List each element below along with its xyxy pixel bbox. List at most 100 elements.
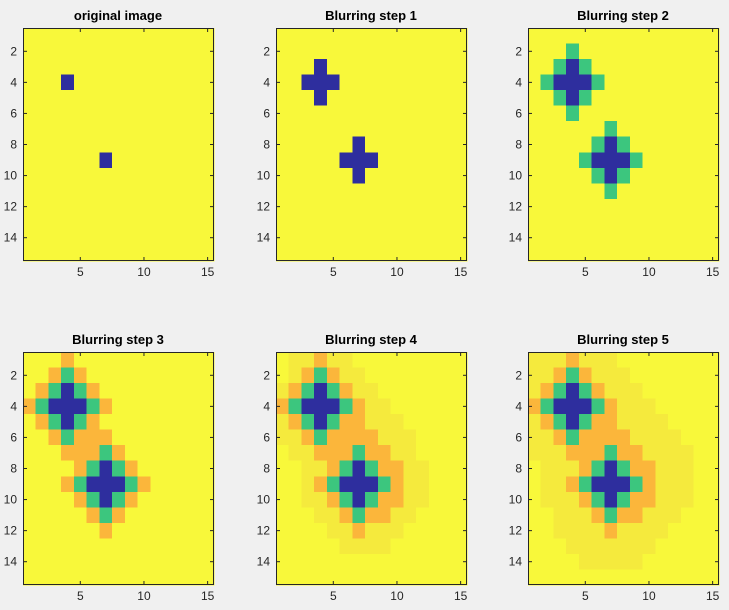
heatmap-cell xyxy=(604,59,618,75)
heatmap-cell xyxy=(288,352,302,368)
heatmap-cell xyxy=(188,59,202,75)
heatmap-cell xyxy=(175,74,189,91)
heatmap-cell xyxy=(642,90,656,107)
heatmap-cell xyxy=(112,383,126,399)
heatmap-cell xyxy=(23,59,37,75)
heatmap-cell xyxy=(99,569,113,586)
heatmap-cell xyxy=(276,136,290,153)
heatmap-cell xyxy=(61,245,75,262)
heatmap-cell xyxy=(73,183,88,200)
y-tick-label: 12 xyxy=(509,200,523,214)
heatmap-cell xyxy=(655,445,669,462)
heatmap-cell xyxy=(441,229,455,246)
heatmap-cell xyxy=(655,167,669,184)
heatmap-cell xyxy=(528,383,542,399)
heatmap-cell xyxy=(124,214,138,231)
heatmap-cell xyxy=(642,136,656,153)
heatmap-cell xyxy=(188,507,202,524)
heatmap-cell xyxy=(137,229,151,246)
heatmap-cell xyxy=(163,445,177,462)
heatmap-cell xyxy=(339,167,353,184)
heatmap-cell xyxy=(668,383,682,399)
heatmap-cell xyxy=(124,445,138,462)
heatmap-cell xyxy=(655,476,669,493)
heatmap-cell xyxy=(693,43,707,60)
heatmap-cell xyxy=(61,383,75,399)
heatmap-cell xyxy=(655,398,669,415)
heatmap-cell xyxy=(276,214,290,231)
heatmap-cell xyxy=(428,152,442,169)
heatmap-cell xyxy=(326,383,341,399)
heatmap-cell xyxy=(591,445,605,462)
heatmap-cell xyxy=(403,43,417,60)
heatmap-cell xyxy=(706,507,720,524)
heatmap-cell xyxy=(591,522,605,539)
heatmap-cell xyxy=(276,429,290,446)
heatmap-cell xyxy=(314,398,328,415)
heatmap-cell xyxy=(163,105,177,122)
heatmap-cell xyxy=(137,245,151,262)
heatmap-cell xyxy=(365,90,379,107)
heatmap-cell xyxy=(668,445,682,462)
heatmap-cell xyxy=(124,383,138,399)
heatmap-cell xyxy=(365,74,379,91)
heatmap-cell xyxy=(99,476,113,493)
heatmap-cell xyxy=(428,28,442,44)
heatmap-cell xyxy=(48,152,62,169)
heatmap-cell xyxy=(61,476,75,493)
heatmap-cell xyxy=(528,198,542,215)
y-tick-label: 8 xyxy=(515,138,522,152)
heatmap-cell xyxy=(124,414,138,431)
heatmap-cell xyxy=(276,121,290,138)
heatmap-cell xyxy=(578,28,593,44)
heatmap-cell xyxy=(454,507,468,524)
heatmap-cell xyxy=(680,167,694,184)
heatmap-cell xyxy=(112,476,126,493)
heatmap-cell xyxy=(528,43,542,60)
x-tick-label: 5 xyxy=(582,265,589,279)
heatmap-cell xyxy=(339,445,353,462)
heatmap-cell xyxy=(124,229,138,246)
subplot-blurring-step-5: Blurring step 5 5 10 15 2 4 6 8 10 12 14 xyxy=(509,332,720,603)
heatmap-cell xyxy=(112,214,126,231)
heatmap-cell xyxy=(326,74,341,91)
heatmap-cell xyxy=(642,198,656,215)
heatmap-cell xyxy=(137,507,151,524)
heatmap-cell xyxy=(175,507,189,524)
heatmap-cell xyxy=(365,553,379,570)
heatmap-cell xyxy=(99,245,113,262)
heatmap-cell xyxy=(706,383,720,399)
heatmap-cell xyxy=(428,214,442,231)
x-tick-label: 5 xyxy=(77,589,84,603)
heatmap-cell xyxy=(175,167,189,184)
heatmap-cell xyxy=(454,183,468,200)
heatmap-cell xyxy=(377,28,391,44)
heatmap-cell xyxy=(339,121,353,138)
heatmap-cell xyxy=(540,229,554,246)
heatmap-cell xyxy=(578,538,593,555)
heatmap-cell xyxy=(188,152,202,169)
heatmap-cell xyxy=(390,229,404,246)
heatmap-cell xyxy=(35,59,49,75)
heatmap-cell xyxy=(150,414,164,431)
heatmap-cell xyxy=(528,553,542,570)
heatmap-cell xyxy=(441,43,455,60)
heatmap-cell xyxy=(314,414,328,431)
heatmap-cell xyxy=(339,198,353,215)
heatmap-cell xyxy=(276,74,290,91)
heatmap-cell xyxy=(73,105,88,122)
heatmap-cell xyxy=(680,229,694,246)
heatmap-cell xyxy=(604,491,618,508)
heatmap-cell xyxy=(201,538,215,555)
heatmap-cell xyxy=(99,445,113,462)
heatmap-cell xyxy=(150,522,164,539)
heatmap-cell xyxy=(99,398,113,415)
heatmap-cell xyxy=(288,74,302,91)
heatmap-cell xyxy=(112,367,126,384)
heatmap-cell xyxy=(137,152,151,169)
heatmap-cell xyxy=(124,553,138,570)
heatmap-cell xyxy=(668,136,682,153)
heatmap-cell xyxy=(693,121,707,138)
heatmap-cell xyxy=(540,28,554,44)
heatmap-cell xyxy=(276,28,290,44)
